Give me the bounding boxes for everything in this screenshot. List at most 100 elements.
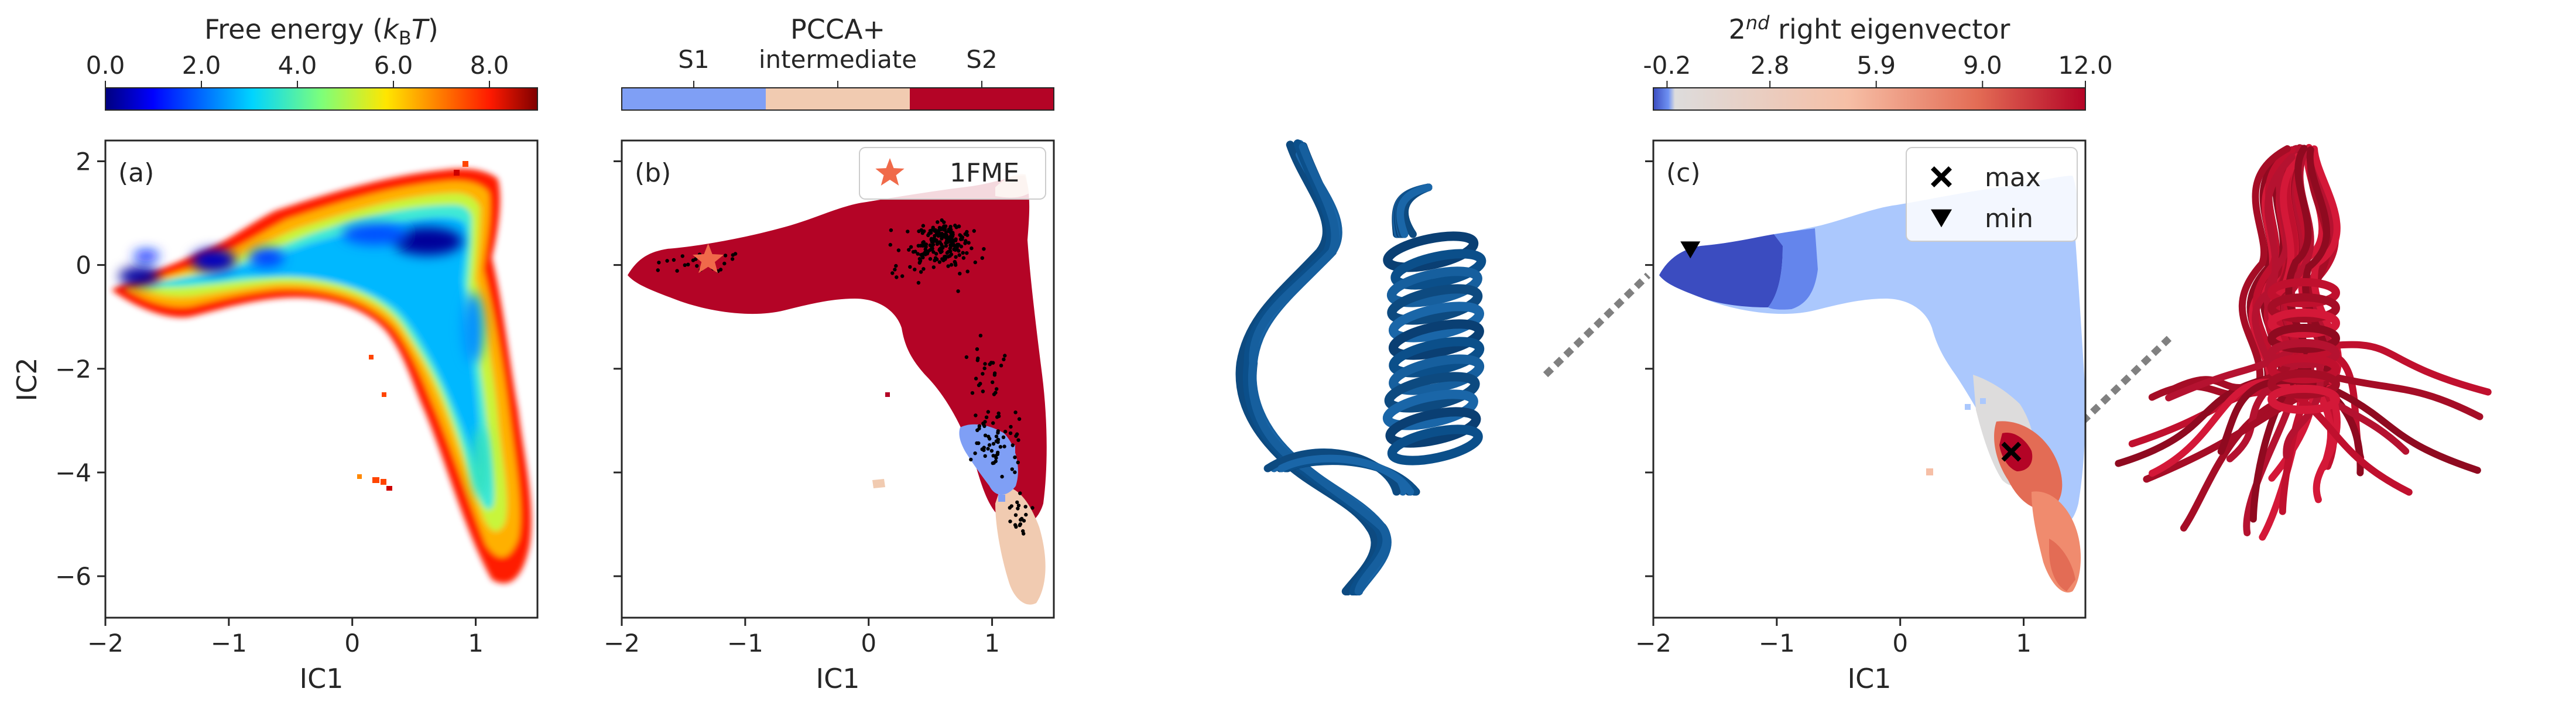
- ylabel-ic2: IC2: [11, 358, 43, 402]
- trajectory-point: [917, 256, 922, 261]
- trajectory-point: [913, 249, 917, 254]
- backbone-strand: [1244, 145, 1387, 595]
- backbone-strand: [1242, 146, 1386, 595]
- helix-turn: [2267, 324, 2340, 353]
- trajectory-point: [1010, 443, 1015, 447]
- x-tick-label: 0: [344, 629, 360, 658]
- trajectory-point: [888, 242, 893, 247]
- trajectory-point: [1002, 444, 1006, 448]
- helix-turn: [1388, 319, 1484, 360]
- trajectory-point: [969, 457, 973, 462]
- backbone-strand: [1242, 150, 1386, 595]
- helix-turn: [2267, 339, 2340, 368]
- helix-turn: [2267, 369, 2340, 399]
- backbone-strand: [1242, 145, 1386, 595]
- trajectory-point: [977, 441, 981, 446]
- trajectory-point: [950, 239, 955, 244]
- trajectory-point: [1019, 518, 1023, 522]
- x-tick-label: −1: [727, 629, 763, 658]
- trajectory-point: [919, 228, 924, 232]
- trajectory-point: [723, 254, 728, 258]
- colorbar-pcca: PCCA+ S1 intermediate S2: [621, 13, 1054, 111]
- trajectory-point: [991, 421, 995, 425]
- marker-1fme-star: [693, 243, 724, 273]
- y-tick-label: −6: [55, 562, 91, 591]
- trajectory-point: [686, 262, 690, 266]
- xlabel-ic1: IC1: [1848, 663, 1892, 694]
- trajectory-point: [695, 264, 699, 268]
- trajectory-point: [994, 454, 998, 458]
- trajectory-point: [982, 366, 986, 371]
- red-structure-image: [2115, 143, 2492, 541]
- trajectory-point: [916, 252, 920, 256]
- connector-line-left: [1543, 272, 1651, 378]
- trajectory-point: [908, 265, 912, 269]
- trajectory-point: [946, 264, 950, 268]
- trajectory-point: [961, 256, 966, 260]
- trajectory-point: [1016, 438, 1020, 442]
- marker-max-point: [2001, 441, 2022, 462]
- trajectory-point: [895, 275, 899, 279]
- trajectory-point: [675, 269, 679, 273]
- trajectory-point: [934, 239, 938, 243]
- trajectory-point: [954, 263, 958, 267]
- panel-a-label: (a): [118, 158, 154, 188]
- trajectory-point: [889, 228, 893, 232]
- trajectory-point: [986, 410, 991, 414]
- trajectory-point: [957, 224, 961, 228]
- trajectory-point: [940, 249, 944, 254]
- trajectory-point: [975, 347, 979, 351]
- colorbar-tick-label: 5.9: [1856, 51, 1896, 80]
- colorbar-tick-label: 0.0: [86, 51, 125, 80]
- trajectory-point: [983, 454, 987, 458]
- trajectory-point: [948, 225, 953, 229]
- marker-min-point: [1680, 241, 1701, 259]
- trajectory-point: [965, 233, 970, 237]
- trajectory-point: [924, 242, 929, 246]
- x-tick-label: 1: [984, 629, 1000, 658]
- trajectory-point: [978, 334, 983, 338]
- trajectory-point: [1021, 529, 1025, 533]
- helix-turn: [1388, 302, 1484, 343]
- trajectory-point: [958, 272, 962, 276]
- trajectory-point: [956, 289, 960, 293]
- trajectory-point: [948, 246, 953, 251]
- backbone-strand: [1238, 145, 1382, 595]
- backbone-strand: [2238, 145, 2291, 390]
- trajectory-point: [961, 251, 965, 255]
- xlabel-ic1: IC1: [816, 663, 860, 694]
- trajectory-point: [973, 260, 978, 265]
- trajectory-point: [1013, 513, 1018, 517]
- panel-c-label: (c): [1666, 158, 1701, 188]
- trajectory-point: [996, 431, 1000, 435]
- trajectory-point: [998, 445, 1003, 449]
- trajectory-point: [942, 234, 946, 239]
- trajectory-point: [982, 247, 986, 251]
- trajectory-point: [992, 392, 996, 396]
- trajectory-point: [657, 261, 661, 265]
- trajectory-point: [1023, 505, 1027, 509]
- cbar-b-tick-s2: S2: [966, 45, 997, 74]
- trajectory-point: [1010, 467, 1015, 471]
- trajectory-point: [960, 237, 964, 241]
- trajectory-point: [1008, 519, 1012, 523]
- x-marker-icon: [1931, 166, 1952, 187]
- trajectory-point: [982, 448, 986, 453]
- colorbar-tick-label: 9.0: [1963, 51, 2002, 80]
- terminal-strand: [2283, 359, 2324, 460]
- helix-turn: [1383, 231, 1479, 272]
- trajectory-point: [980, 256, 985, 260]
- trajectory-point: [975, 428, 979, 432]
- colorbar-tick-label: 6.0: [374, 51, 413, 80]
- trajectory-point: [951, 231, 955, 235]
- colorbar-eigenvector: 2nd right eigenvector -0.2 2.8 5.9 9.0 12.0: [1643, 12, 2113, 111]
- trajectory-point: [1013, 470, 1017, 474]
- trajectory-point: [1013, 410, 1018, 415]
- backbone-strand: [1243, 142, 1386, 595]
- trajectory-point: [1014, 525, 1018, 529]
- panel-a: −2 −1 0 1 2 0 −2 −4 −6 IC1 (a) IC2: [11, 139, 539, 694]
- colorbar-c-title: 2nd right eigenvector: [1729, 12, 2010, 45]
- colorbar-b-title: PCCA+: [790, 13, 885, 45]
- x-tick-label: 0: [861, 629, 876, 658]
- trajectory-point: [718, 268, 723, 272]
